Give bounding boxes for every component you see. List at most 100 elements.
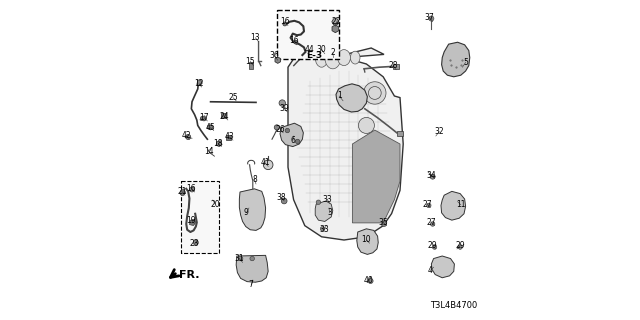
Bar	[249, 62, 253, 69]
Polygon shape	[353, 130, 400, 223]
Circle shape	[381, 221, 387, 227]
Text: 9: 9	[244, 208, 249, 217]
Polygon shape	[332, 19, 339, 25]
Circle shape	[275, 125, 280, 130]
Polygon shape	[207, 125, 212, 130]
Circle shape	[283, 22, 287, 26]
Text: 6: 6	[291, 136, 295, 145]
Text: 38: 38	[276, 193, 286, 202]
Polygon shape	[431, 256, 454, 278]
Polygon shape	[197, 80, 202, 86]
Circle shape	[369, 86, 381, 99]
Text: 29: 29	[455, 241, 465, 250]
Polygon shape	[180, 189, 186, 196]
Bar	[397, 131, 403, 136]
Text: 17: 17	[199, 113, 209, 122]
Ellipse shape	[324, 46, 340, 69]
Circle shape	[433, 245, 437, 249]
Text: 36: 36	[269, 52, 280, 60]
Text: 24: 24	[220, 112, 230, 121]
Polygon shape	[216, 141, 222, 147]
Polygon shape	[236, 255, 268, 282]
Text: T3L4B4700: T3L4B4700	[429, 301, 477, 310]
Text: 13: 13	[250, 33, 260, 42]
Text: 18: 18	[214, 139, 223, 148]
Text: 16: 16	[186, 184, 196, 193]
Polygon shape	[315, 201, 333, 221]
Text: 12: 12	[195, 79, 204, 88]
Text: 41: 41	[260, 158, 270, 167]
Text: 15: 15	[245, 57, 255, 66]
Text: 35: 35	[378, 218, 388, 227]
Text: 43: 43	[225, 132, 235, 141]
Text: 23: 23	[189, 239, 200, 248]
Text: 7: 7	[249, 280, 253, 289]
Text: 4: 4	[428, 266, 433, 275]
Text: 33: 33	[319, 225, 329, 234]
Text: 39: 39	[279, 104, 289, 113]
Circle shape	[189, 187, 195, 192]
Circle shape	[358, 117, 374, 133]
Circle shape	[430, 222, 435, 226]
Text: 28: 28	[388, 61, 397, 70]
Text: 44: 44	[305, 45, 315, 54]
Polygon shape	[357, 229, 378, 254]
Text: 27: 27	[422, 200, 432, 209]
Polygon shape	[332, 25, 339, 33]
Text: 5: 5	[463, 58, 468, 67]
Text: 37: 37	[424, 13, 435, 22]
Ellipse shape	[351, 51, 360, 64]
Text: 45: 45	[205, 123, 216, 132]
Text: 2: 2	[330, 48, 335, 57]
Polygon shape	[189, 219, 196, 226]
Text: 1: 1	[337, 92, 342, 100]
Polygon shape	[336, 84, 367, 112]
Text: 30: 30	[317, 45, 326, 54]
Ellipse shape	[338, 50, 351, 66]
Circle shape	[316, 200, 321, 204]
Bar	[181, 181, 219, 253]
Text: 21: 21	[177, 187, 186, 196]
Ellipse shape	[316, 48, 328, 67]
Text: 16: 16	[280, 17, 290, 26]
Text: 34: 34	[426, 171, 436, 180]
Text: 33: 33	[322, 195, 332, 204]
Circle shape	[279, 100, 285, 106]
Text: 25: 25	[228, 93, 238, 102]
Text: 31: 31	[234, 254, 244, 263]
Circle shape	[238, 256, 243, 261]
Circle shape	[368, 278, 373, 284]
Circle shape	[285, 128, 290, 133]
Bar	[221, 113, 226, 118]
Text: 32: 32	[434, 127, 444, 136]
Text: 19: 19	[186, 216, 196, 225]
Bar	[393, 64, 399, 69]
Text: 8: 8	[252, 175, 257, 184]
Text: 20: 20	[210, 200, 220, 209]
Text: 22: 22	[332, 17, 341, 26]
Text: FR.: FR.	[179, 269, 200, 280]
Text: 42: 42	[181, 132, 191, 140]
Polygon shape	[275, 57, 280, 63]
Polygon shape	[280, 123, 303, 147]
Circle shape	[364, 82, 386, 104]
Circle shape	[430, 174, 435, 179]
Circle shape	[321, 227, 325, 231]
Circle shape	[296, 139, 300, 144]
Polygon shape	[239, 189, 266, 230]
Text: 10: 10	[362, 236, 371, 244]
Circle shape	[426, 203, 431, 208]
Text: 40: 40	[364, 276, 374, 285]
Text: E-3: E-3	[307, 51, 323, 60]
Circle shape	[458, 245, 462, 249]
Text: 27: 27	[426, 218, 436, 227]
Polygon shape	[288, 48, 403, 240]
Circle shape	[250, 256, 255, 261]
Circle shape	[429, 16, 434, 21]
Polygon shape	[200, 116, 206, 121]
Circle shape	[264, 160, 273, 170]
Circle shape	[193, 240, 198, 245]
Bar	[277, 10, 339, 59]
Circle shape	[294, 40, 298, 44]
Text: 3: 3	[327, 208, 332, 217]
